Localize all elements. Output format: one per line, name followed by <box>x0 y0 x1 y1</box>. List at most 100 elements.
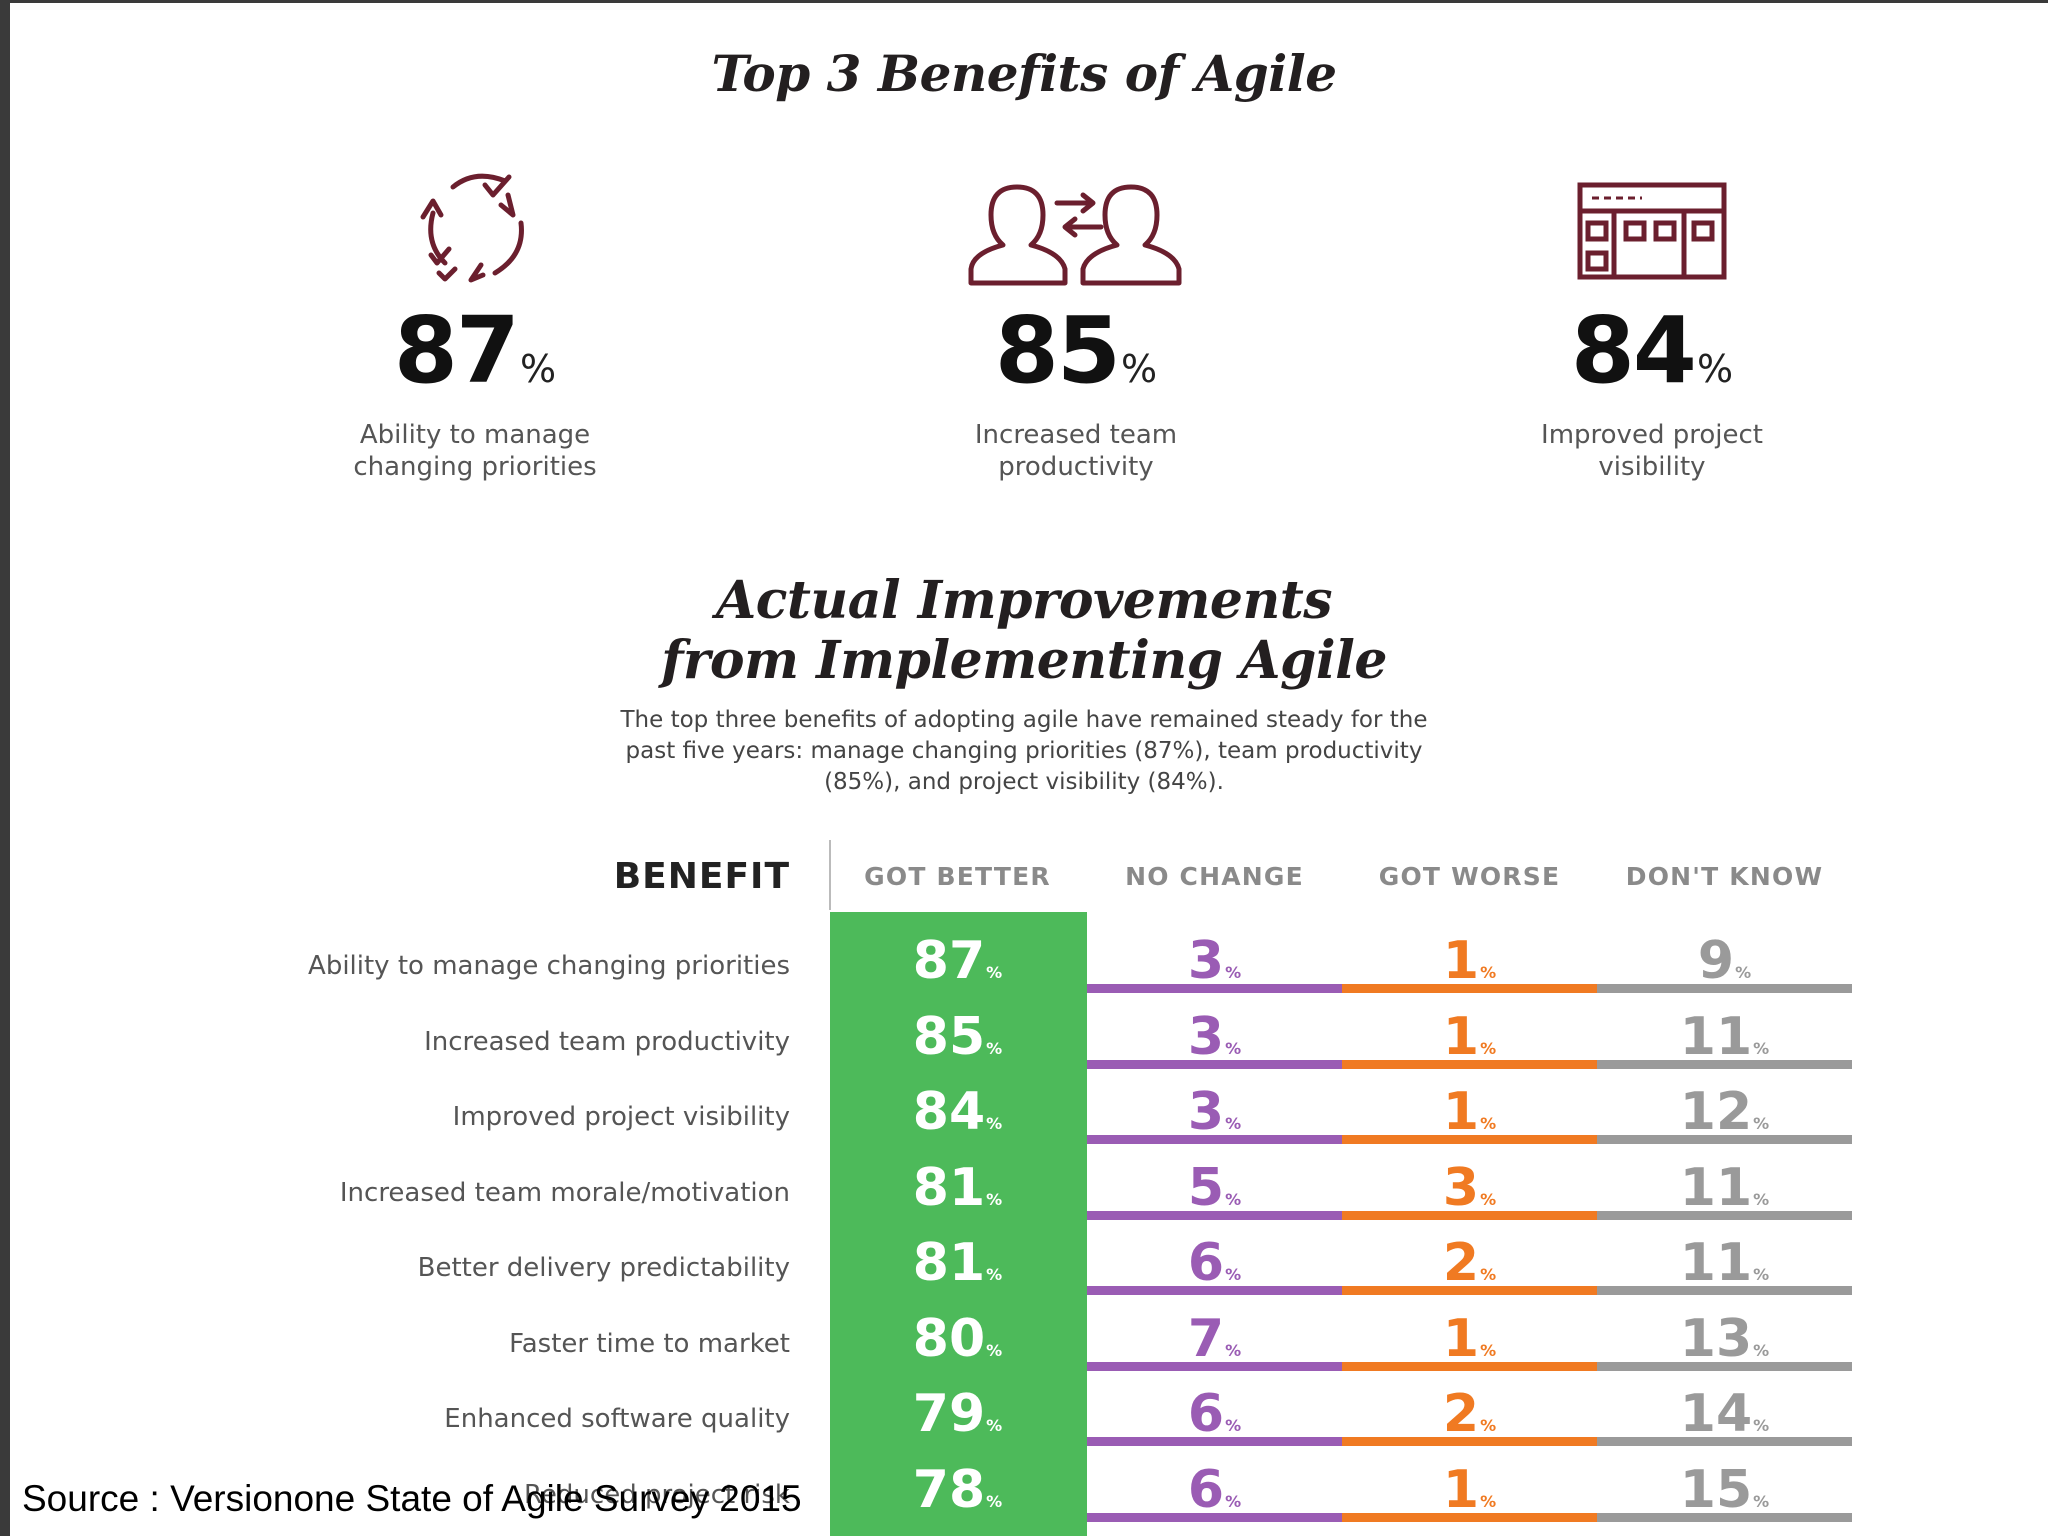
percent-sign: % <box>1753 1340 1770 1360</box>
row-label: Reduced project risk <box>524 1479 790 1510</box>
got-worse-underline <box>1342 1135 1597 1144</box>
benefit-value: 85 <box>994 297 1121 404</box>
dont-know-underline <box>1597 1210 1852 1220</box>
cell-value: 15 <box>1679 1459 1753 1520</box>
column-header-no-change: NO CHANGE <box>1125 862 1304 891</box>
intro-paragraph: The top three benefits of adopting agile… <box>524 705 1524 798</box>
percent-sign: % <box>519 347 557 391</box>
no-change-underline <box>1087 1437 1342 1446</box>
actual-improvements-title-line-1: Actual Improvements <box>715 570 1333 631</box>
cell-got-better: 85% <box>830 1011 1085 1063</box>
percent-sign: % <box>1225 1265 1242 1284</box>
got-worse-underline <box>1342 984 1597 993</box>
cell-got-worse: 3% <box>1342 1162 1597 1214</box>
cell-got-better: 81% <box>830 1162 1085 1214</box>
percent-sign: % <box>1480 963 1497 982</box>
cell-value: 9 <box>1697 931 1735 991</box>
benefit-card-productivity: 85% Increased team productivity <box>826 165 1326 483</box>
benefit-label-line: Improved project <box>1541 420 1763 450</box>
team-exchange-icon <box>968 184 1182 286</box>
percent-sign: % <box>986 1038 1003 1058</box>
row-label: Increased team productivity <box>424 1026 790 1057</box>
cell-value: 2 <box>1442 1233 1480 1293</box>
percent-sign: % <box>1696 347 1734 391</box>
cell-got-worse: 2% <box>1342 1388 1597 1440</box>
header-divider <box>829 840 831 910</box>
cell-value: 3 <box>1187 1082 1225 1142</box>
cell-value: 78 <box>912 1459 986 1520</box>
benefit-label-line: productivity <box>998 452 1154 482</box>
percent-sign: % <box>1753 1265 1770 1284</box>
benefit-header: BENEFIT <box>613 856 790 897</box>
cell-value: 3 <box>1442 1157 1480 1218</box>
column-header-dont-know: DON'T KNOW <box>1625 862 1824 891</box>
got-better-column-background <box>830 912 1087 1536</box>
column-header-got-worse: GOT WORSE <box>1378 862 1561 891</box>
percent-sign: % <box>1753 1038 1770 1058</box>
cell-value: 3 <box>1187 931 1225 991</box>
cell-value: 11 <box>1679 1233 1753 1293</box>
no-change-underline <box>1087 1059 1342 1069</box>
cell-got-worse: 1% <box>1342 1464 1597 1516</box>
cell-value: 81 <box>912 1233 986 1293</box>
no-change-underline <box>1087 1512 1342 1522</box>
got-worse-underline <box>1342 1286 1597 1295</box>
cell-value: 1 <box>1442 1006 1480 1067</box>
benefit-value: 84 <box>1570 297 1697 404</box>
cell-value: 1 <box>1442 1459 1480 1520</box>
percent-sign: % <box>986 1491 1003 1511</box>
no-change-underline <box>1087 1210 1342 1220</box>
cell-got-worse: 1% <box>1342 1313 1597 1365</box>
cell-no-change: 7% <box>1087 1313 1342 1365</box>
cell-value: 14 <box>1679 1384 1753 1444</box>
left-border <box>0 0 10 1536</box>
cell-dont-know: 11% <box>1597 1237 1852 1289</box>
percent-sign: % <box>1753 1189 1770 1209</box>
percent-sign: % <box>1480 1491 1497 1511</box>
cell-dont-know: 15% <box>1597 1464 1852 1516</box>
cell-dont-know: 11% <box>1597 1162 1852 1214</box>
benefit-card-visibility: 84% Improved project visibility <box>1402 165 1902 483</box>
cell-dont-know: 9% <box>1597 935 1852 987</box>
cell-no-change: 6% <box>1087 1464 1342 1516</box>
cell-value: 81 <box>912 1157 986 1218</box>
row-label: Ability to manage changing priorities <box>308 951 790 981</box>
row-label: Improved project visibility <box>452 1102 790 1132</box>
cell-no-change: 6% <box>1087 1388 1342 1440</box>
intro-line: (85%), and project visibility (84%). <box>824 769 1224 795</box>
cell-dont-know: 13% <box>1597 1313 1852 1365</box>
cell-got-worse: 1% <box>1342 1011 1597 1063</box>
got-worse-underline <box>1342 1059 1597 1069</box>
percent-sign: % <box>1480 1189 1497 1209</box>
row-label: Better delivery predictability <box>417 1253 790 1283</box>
cell-value: 3 <box>1187 1006 1225 1067</box>
no-change-underline <box>1087 984 1342 993</box>
cell-got-better: 81% <box>830 1237 1085 1289</box>
cell-got-worse: 1% <box>1342 1086 1597 1138</box>
percent-sign: % <box>1735 963 1752 982</box>
cell-value: 87 <box>912 931 986 991</box>
percent-sign: % <box>1225 963 1242 982</box>
actual-improvements-title-line-2: from Implementing Agile <box>661 630 1387 691</box>
cell-value: 85 <box>912 1006 986 1067</box>
cell-got-worse: 1% <box>1342 935 1597 987</box>
percent-sign: % <box>986 1189 1003 1209</box>
cell-value: 13 <box>1679 1308 1753 1369</box>
cell-got-better: 78% <box>830 1464 1085 1516</box>
cell-value: 5 <box>1187 1157 1225 1218</box>
dont-know-underline <box>1597 1437 1852 1446</box>
row-label: Increased team morale/motivation <box>339 1177 790 1208</box>
cell-dont-know: 12% <box>1597 1086 1852 1138</box>
cell-got-better: 79% <box>830 1388 1085 1440</box>
benefit-value: 87 <box>393 297 520 404</box>
cell-value: 80 <box>912 1308 986 1369</box>
benefit-label-line: visibility <box>1598 452 1706 482</box>
source-caption: Source : Versionone State of Agile Surve… <box>22 1478 802 1519</box>
cell-value: 6 <box>1187 1384 1225 1444</box>
cell-got-better: 84% <box>830 1086 1085 1138</box>
row-label: Faster time to market <box>509 1328 790 1359</box>
percent-sign: % <box>1753 1416 1770 1435</box>
percent-sign: % <box>1753 1114 1770 1133</box>
percent-sign: % <box>1480 1416 1497 1435</box>
percent-sign: % <box>1120 347 1158 391</box>
